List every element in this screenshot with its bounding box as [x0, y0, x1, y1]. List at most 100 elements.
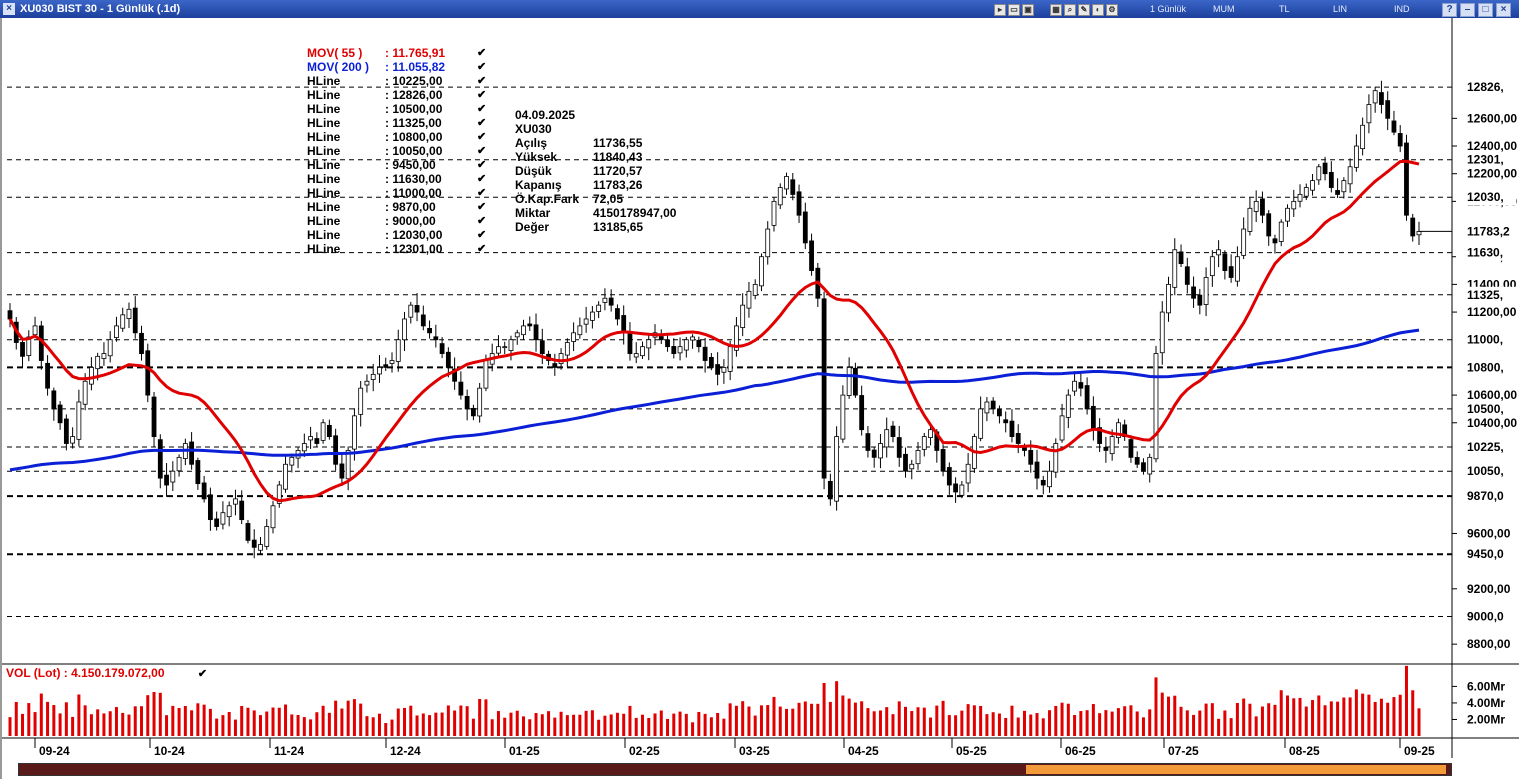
print-icon[interactable]: ▭ [1008, 4, 1020, 16]
volume-bar [622, 713, 626, 736]
last-price-label: 11783,2 [1467, 224, 1510, 238]
grid-icon[interactable]: ▦ [1050, 4, 1062, 16]
volume-bar [866, 708, 870, 736]
volume-bar [553, 717, 557, 736]
volume-bar [334, 700, 338, 736]
volume-check-icon[interactable]: ✔ [197, 668, 208, 680]
volume-bar [691, 722, 695, 736]
candle-up [1203, 277, 1209, 305]
legend-check-icon[interactable]: ✔ [477, 229, 487, 241]
volume-tick-label: 2.00Mr [1467, 712, 1505, 726]
volume-bar [547, 711, 551, 736]
volume-bar [1411, 690, 1415, 736]
legend-check-icon[interactable]: ✔ [477, 75, 487, 87]
legend-check-icon[interactable]: ✔ [477, 173, 487, 185]
legend-check-icon[interactable]: ✔ [477, 131, 487, 143]
fit-icon[interactable]: ▣ [1022, 4, 1034, 16]
chart-area[interactable]: 12600,0012400,0012200,0012000,0011600,00… [0, 18, 1519, 779]
info-label: Miktar [515, 206, 551, 220]
scale-button[interactable]: LIN [1333, 4, 1348, 14]
legend-check-icon[interactable]: ✔ [477, 215, 487, 227]
candle-down [132, 307, 138, 334]
candle-up [402, 318, 407, 341]
cursor-icon[interactable]: ▸ [994, 4, 1006, 16]
volume-bar [1354, 689, 1358, 736]
volume-bar [409, 705, 413, 736]
candle-down [1178, 251, 1184, 265]
volume-bar [534, 713, 538, 736]
system-menu-icon[interactable]: × [3, 3, 15, 15]
volume-bar [684, 713, 688, 736]
color-icon[interactable]: ◐ [1092, 4, 1104, 16]
volume-bar [352, 699, 356, 736]
price-tick-label: 10600,00 [1467, 388, 1517, 402]
candle-down [621, 315, 627, 334]
hline-label-bg [1456, 79, 1516, 96]
volume-bar [1248, 703, 1252, 736]
candle-up [690, 336, 695, 341]
scroll-thumb[interactable] [1026, 765, 1446, 774]
volume-bar [1279, 690, 1283, 736]
volume-bar [503, 717, 507, 736]
volume-bar [565, 715, 569, 736]
candle-down [533, 324, 539, 341]
legend-check-icon[interactable]: ✔ [477, 117, 487, 129]
legend-check-icon[interactable]: ✔ [477, 61, 487, 73]
zoom-icon[interactable]: ⌕ [1064, 4, 1076, 16]
candle-down [333, 435, 339, 465]
volume-bar [515, 710, 519, 736]
currency-button[interactable]: TL [1279, 4, 1290, 14]
candle-down [1103, 446, 1109, 451]
volume-bar [935, 705, 939, 736]
candle-up [502, 346, 508, 349]
candle-up [965, 463, 971, 484]
horizontal-scrollbar[interactable] [18, 763, 1452, 776]
volume-bar [302, 717, 306, 736]
candle-mode-button[interactable]: MUM [1213, 4, 1235, 14]
legend-name: HLine [307, 242, 341, 256]
close-button[interactable]: × [1496, 3, 1511, 17]
candle-up [114, 325, 119, 338]
legend-check-icon[interactable]: ✔ [477, 89, 487, 101]
legend-check-icon[interactable]: ✔ [477, 145, 487, 157]
volume-bar [791, 708, 795, 736]
indicator-button[interactable]: IND [1394, 4, 1410, 14]
candle-up [258, 544, 263, 551]
candle-down [821, 298, 827, 479]
maximize-button[interactable]: □ [1478, 3, 1493, 17]
volume-bar [872, 711, 876, 736]
candle-down [796, 191, 802, 216]
candle-down [871, 449, 877, 458]
hline-label: 11630, [1467, 246, 1503, 260]
candle-up [1172, 249, 1178, 288]
legend-check-icon[interactable]: ✔ [477, 103, 487, 115]
legend-check-icon[interactable]: ✔ [477, 201, 487, 213]
volume-bar [1267, 703, 1271, 736]
volume-bar [929, 717, 933, 736]
chart-svg[interactable]: 12600,0012400,0012200,0012000,0011600,00… [2, 18, 1519, 779]
hline-label: 10225, [1467, 440, 1504, 454]
volume-bar [1392, 697, 1396, 736]
help-icon[interactable]: ? [1442, 3, 1457, 17]
volume-bar [640, 714, 644, 736]
volume-bar [603, 715, 607, 736]
candle-down [471, 407, 476, 417]
volume-bar [96, 709, 100, 736]
legend-check-icon[interactable]: ✔ [477, 243, 487, 255]
volume-bar [1336, 701, 1340, 736]
draw-icon[interactable]: ✎ [1078, 4, 1090, 16]
candle-down [608, 297, 614, 306]
legend-value: : 11000,00 [385, 186, 442, 200]
volume-bar [1129, 705, 1133, 736]
tools-icon[interactable]: ⚙ [1106, 4, 1118, 16]
minimize-button[interactable]: – [1460, 3, 1475, 17]
legend-check-icon[interactable]: ✔ [477, 159, 487, 171]
period-selector[interactable]: 1 Günlük [1150, 4, 1187, 14]
candle-up [101, 353, 107, 359]
volume-bar [897, 701, 901, 736]
legend-check-icon[interactable]: ✔ [477, 47, 487, 59]
candle-down [940, 449, 946, 472]
legend-check-icon[interactable]: ✔ [477, 187, 487, 199]
volume-bar [1029, 714, 1033, 736]
info-label: Değer [515, 220, 550, 234]
